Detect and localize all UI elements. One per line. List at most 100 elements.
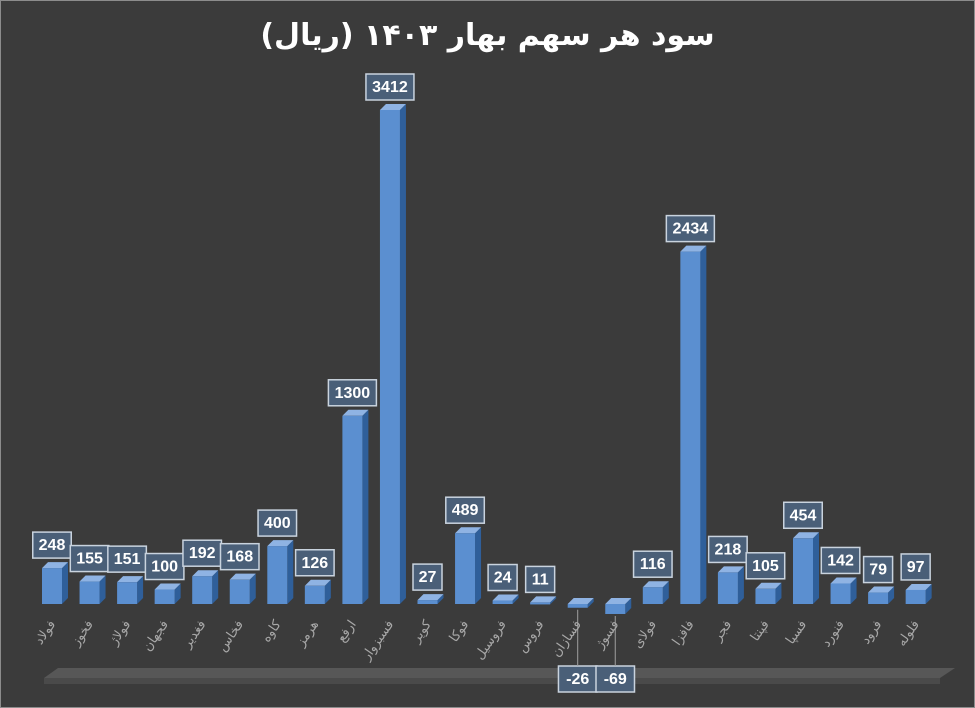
data-label: 151 [114,551,141,568]
data-label-box [219,542,260,571]
x-tick-label: هرمز [293,618,322,651]
x-tick-label: فخاس [215,618,247,655]
x-tick-label: فنورد [819,618,848,650]
x-tick-label: فافزا [670,618,698,649]
bar-side [137,576,144,604]
bar-top [530,596,557,603]
data-label: 11 [532,571,549,588]
x-tick-label: فخوز [68,618,97,650]
bar-side [550,596,557,605]
data-label-box [144,552,185,581]
data-label: 100 [151,559,178,576]
bar [868,592,889,604]
data-label: -26 [566,671,589,688]
x-tick-label: فروسیل [472,618,510,663]
bar-top [229,573,256,580]
bar [492,600,513,604]
bar-top [905,583,932,590]
bar-top [605,598,632,604]
data-label-box [632,550,673,578]
bar [717,572,738,604]
data-label: 126 [301,555,328,572]
data-label: 218 [715,541,742,558]
bar-side [850,577,857,604]
data-label-box [745,552,786,580]
bar-side [174,583,181,604]
data-label-box [365,73,415,101]
bar [793,538,813,604]
data-label-box [783,501,823,530]
bar-top [117,576,144,583]
bar-side [512,594,519,604]
bar-side [662,581,669,604]
bar-side [212,570,219,604]
bar-top [455,527,482,534]
x-tick-label: فرود [858,618,885,647]
x-tick-label: فولاد [32,618,59,648]
bar-side [437,594,444,604]
bar-side [700,245,707,604]
bar-side [925,583,932,604]
data-label: 3412 [372,79,408,96]
bar-top [492,594,519,601]
bar-top [755,582,782,589]
bar [42,568,62,604]
bar-side [249,573,256,604]
x-tick-label: کویر [408,617,435,646]
bar [117,582,138,604]
x-tick-label: فجر [710,618,735,645]
data-label-box [900,553,931,581]
data-label-box [32,531,72,559]
x-tick-label: فسوژ [592,618,623,653]
bar-top [717,566,744,573]
x-tick-label: فروس [515,618,548,656]
data-label: 105 [752,558,779,575]
data-label: 24 [494,570,512,587]
chart-floor-edge [44,678,940,684]
data-label: 27 [419,569,437,586]
bar [267,546,288,604]
bar-top [154,583,181,590]
bar-side [324,579,331,604]
x-tick-label: فغدیر [179,618,209,652]
data-label: 155 [76,551,103,568]
data-label-box [107,545,148,573]
data-label: 400 [264,515,291,532]
bar-side [62,562,68,604]
bar [79,581,100,604]
data-label: 97 [907,559,925,576]
bar-side [99,575,106,604]
data-label-box [412,563,443,591]
bar-top [304,579,331,586]
data-label: 248 [39,537,66,554]
bar-top [267,540,294,547]
data-label: 116 [640,556,666,573]
data-label: -69 [604,671,627,688]
chart-floor [44,668,955,678]
bar-top [567,598,594,604]
bar [755,588,776,604]
x-tick-label: فولاژ [106,618,134,649]
bar-side [587,598,594,608]
bar-side [475,527,482,604]
data-label-box [820,546,861,575]
x-tick-label: فوکا [447,618,473,646]
bar-top [192,570,219,577]
bar [642,587,663,604]
bar-top [379,104,406,110]
bar [229,579,250,604]
bar-top [342,409,369,416]
bar [379,110,400,604]
bar-side [287,540,294,604]
bar [567,604,588,608]
bar [342,415,363,604]
data-label: 489 [452,502,479,519]
x-tick-label: ارفع [334,618,359,645]
bar-top [868,586,895,593]
bar-top [642,581,669,588]
data-label-box [707,535,748,564]
data-label: 2434 [673,221,709,238]
bar [304,585,325,604]
bar-side [625,598,632,614]
